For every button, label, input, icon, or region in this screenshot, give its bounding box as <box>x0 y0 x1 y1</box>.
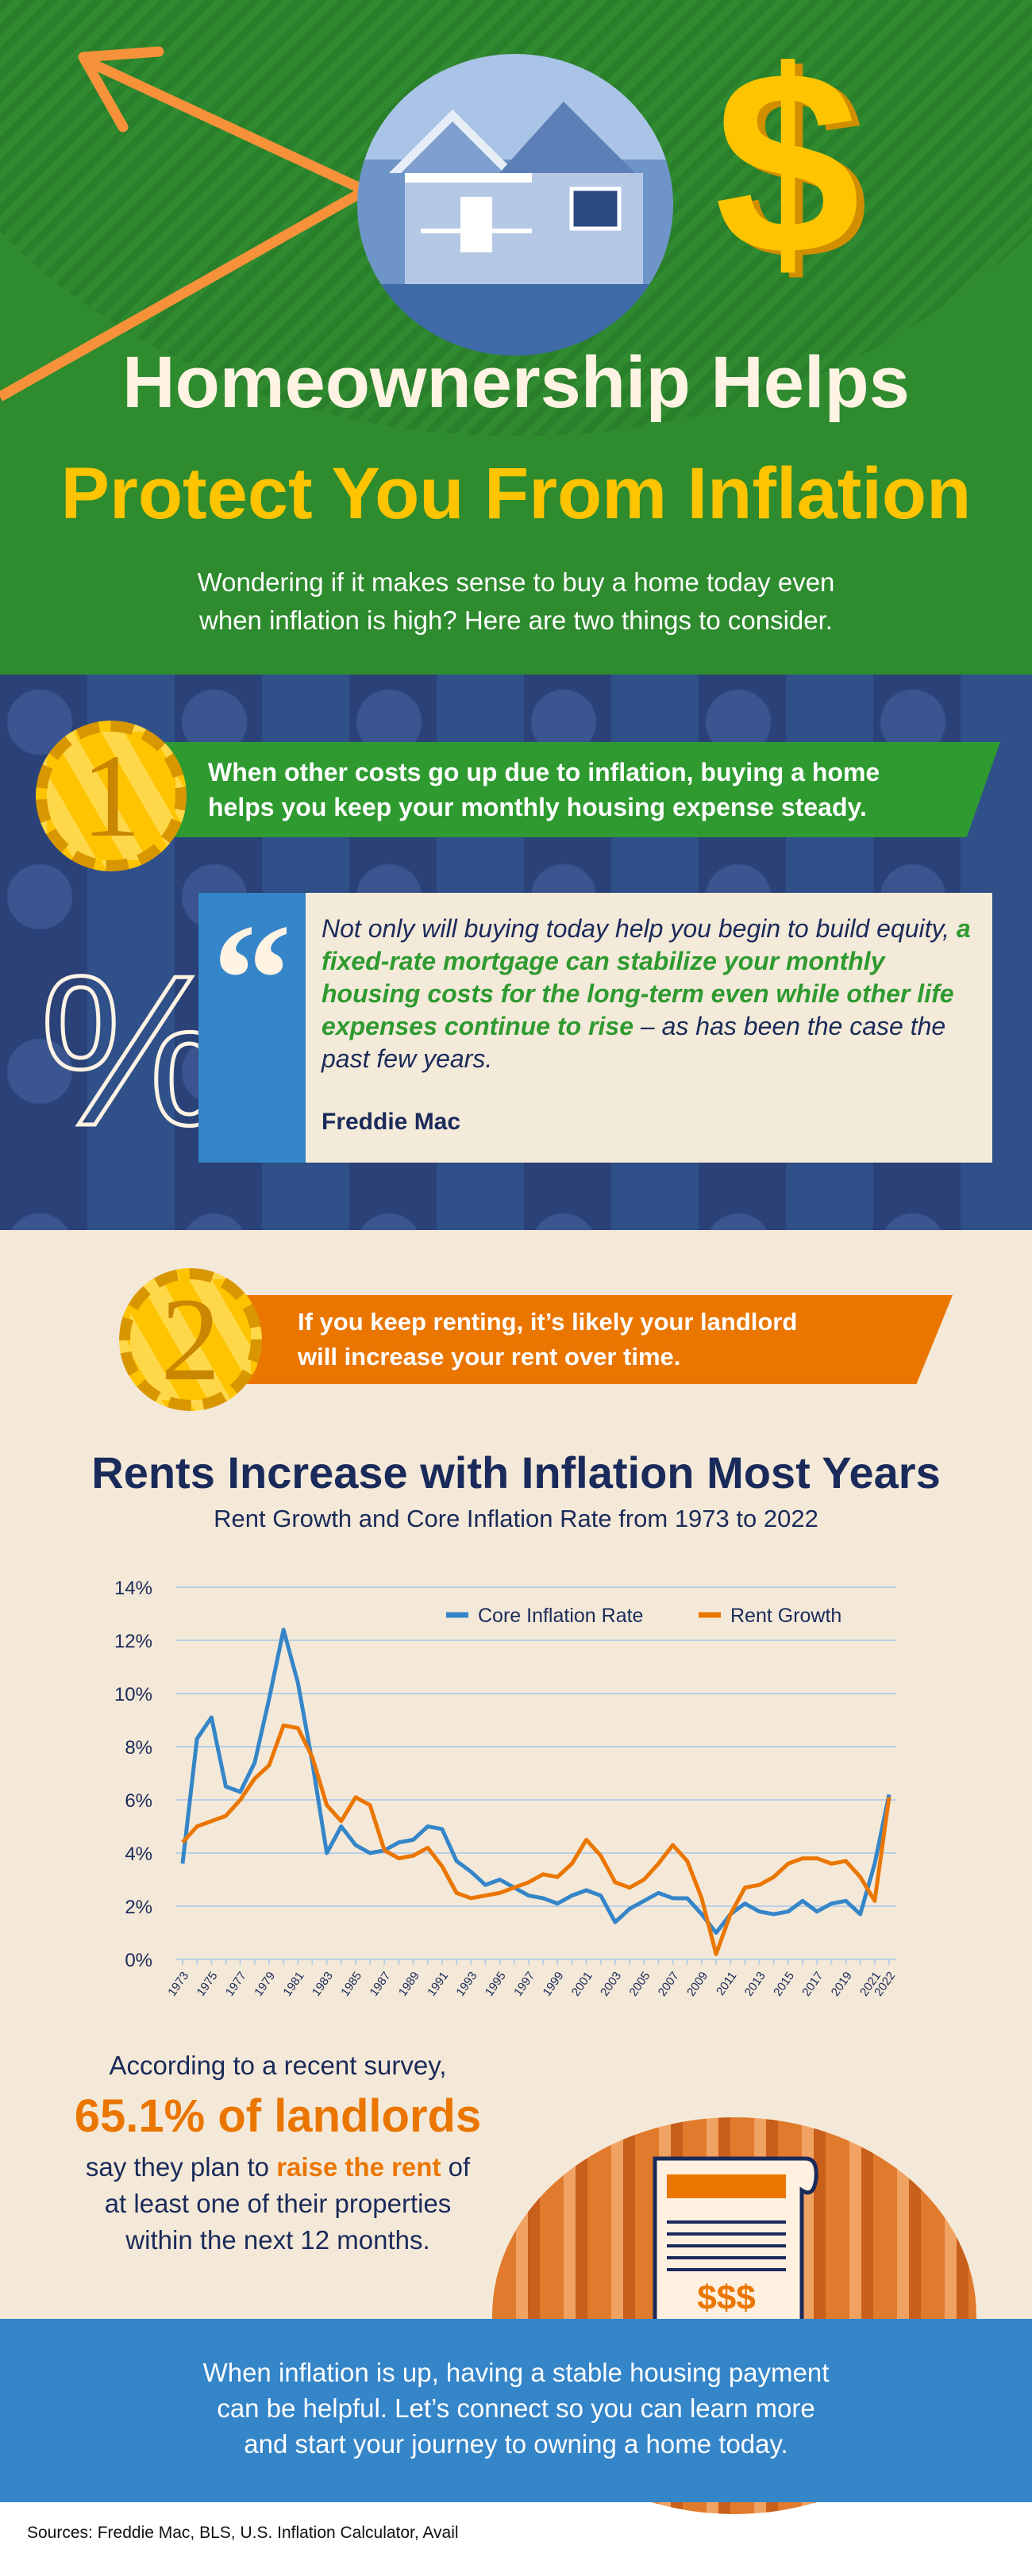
x-tick-label: 2013 <box>742 1970 768 1999</box>
survey-text-plain: of <box>441 2152 471 2182</box>
page-title-line2: Protect You From Inflation <box>60 453 972 534</box>
x-tick-label: 1999 <box>540 1970 566 1999</box>
quote-text-highlight: a fixed-rate mortgage can stabilize your… <box>322 914 971 1040</box>
y-tick-label: 10% <box>114 1684 152 1705</box>
x-tick-label: 1993 <box>453 1970 479 1999</box>
subtitle-line: when inflation is high? Here are two thi… <box>199 606 833 635</box>
quote-mark-icon: “ <box>212 892 292 1067</box>
cta-line: and start your journey to owning a home … <box>244 2429 788 2459</box>
point1-banner: When other costs go up due to inflation,… <box>159 742 1000 837</box>
chart-title: Rents Increase with Inflation Most Years <box>91 1448 941 1498</box>
number-1-coin-icon: 1 <box>36 721 187 871</box>
y-tick-label: 0% <box>125 1950 152 1971</box>
house-icon <box>357 102 673 356</box>
quote-strip: “ <box>198 893 306 1163</box>
cta-banner: When inflation is up, having a stable ho… <box>0 2319 1032 2502</box>
x-tick-label: 2009 <box>684 1970 710 1999</box>
x-tick-label: 1997 <box>511 1970 537 1999</box>
point1-text: When other costs go up due to inflation,… <box>208 758 880 786</box>
x-tick-label: 2011 <box>714 1970 739 1998</box>
hero-section: $ Homeownership Helps Protect You From I… <box>0 0 1032 675</box>
x-tick-label: 1983 <box>310 1970 336 1999</box>
x-tick-label: 1981 <box>281 1970 307 1999</box>
x-tick-label: 2015 <box>771 1970 797 1999</box>
series-line-rent-growth <box>181 1723 891 1956</box>
x-tick-label: 1989 <box>396 1970 422 1999</box>
quote-text: Not only will buying today help you begi… <box>322 913 972 1075</box>
point2-banner: If you keep renting, it’s likely your la… <box>230 1295 953 1384</box>
series-line-core-inflation-rate <box>180 1628 891 1935</box>
x-tick-label: 1973 <box>165 1970 191 1999</box>
x-tick-label: 2003 <box>598 1970 624 1999</box>
x-tick-label: 2019 <box>829 1970 855 1999</box>
survey-text-plain: say they plan to <box>85 2152 277 2182</box>
page-title-line1: Homeownership Helps <box>122 342 910 423</box>
legend-label: Rent Growth <box>730 1605 841 1627</box>
survey-line: According to a recent survey, <box>109 2051 447 2080</box>
x-tick-label: 1977 <box>223 1970 249 1999</box>
quote-attribution: Freddie Mac <box>322 1109 461 1135</box>
line-chart: 0%2%4%6%8%10%12%14%1973 1975 1977 1979 1981 1… <box>114 1578 898 1999</box>
survey-stat: 65.1% of landlords <box>74 2090 482 2142</box>
x-tick-label: 1995 <box>483 1970 509 1999</box>
quote-box: “ Not only will buying today help you be… <box>198 893 992 1163</box>
house-photo <box>357 54 673 356</box>
page-subtitle: Wondering if it makes sense to buy a hom… <box>0 563 1032 640</box>
padlock-section: When other costs go up due to inflation,… <box>0 675 1032 1230</box>
quote-text-plain: – as has been the case the past few year… <box>322 1012 946 1073</box>
legend-label: Core Inflation Rate <box>478 1605 643 1627</box>
x-tick-label: 1985 <box>338 1970 364 1999</box>
quote-text-plain: Not only will buying today help you begi… <box>322 914 957 943</box>
y-tick-label: 14% <box>114 1578 152 1599</box>
x-tick-label: 1979 <box>252 1970 278 1999</box>
rent-section: If you keep renting, it’s likely your la… <box>0 1230 1032 2514</box>
lease-dollar-text: $$$ <box>697 2278 755 2317</box>
y-tick-label: 6% <box>125 1790 152 1812</box>
cta-line: When inflation is up, having a stable ho… <box>202 2358 830 2387</box>
x-tick-label: 1991 <box>425 1970 451 1999</box>
point2-text: If you keep renting, it’s likely your la… <box>298 1308 798 1336</box>
point1-text: helps you keep your monthly housing expe… <box>208 793 867 821</box>
x-tick-label: 2001 <box>569 1970 595 1999</box>
sources: Sources: Freddie Mac, BLS, U.S. Inflatio… <box>27 2524 459 2542</box>
survey-highlight: raise the rent <box>276 2152 441 2182</box>
chart-subtitle: Rent Growth and Core Inflation Rate from… <box>214 1505 818 1532</box>
x-tick-label: 2005 <box>626 1970 653 1999</box>
survey-line: within the next 12 months. <box>125 2225 430 2255</box>
cta-line: can be helpful. Let’s connect so you can… <box>217 2393 815 2423</box>
number-2-coin-icon: 2 <box>119 1268 262 1411</box>
cta-text: When inflation is up, having a stable ho… <box>0 2319 1032 2462</box>
point2-text: will increase your rent over time. <box>298 1343 681 1371</box>
y-tick-label: 2% <box>125 1897 152 1918</box>
survey-line: say they plan to raise the rent of <box>32 2149 524 2186</box>
dollar-sign-icon: $ <box>714 16 861 309</box>
x-tick-label: 1987 <box>367 1970 393 1999</box>
y-tick-label: 4% <box>125 1844 152 1865</box>
x-tick-label: 2007 <box>656 1970 682 1999</box>
y-tick-label: 12% <box>114 1631 152 1652</box>
y-tick-label: 8% <box>125 1737 152 1759</box>
subtitle-line: Wondering if it makes sense to buy a hom… <box>197 567 835 597</box>
survey-line: at least one of their properties <box>104 2189 452 2218</box>
x-tick-label: 2017 <box>799 1970 826 1999</box>
survey-text: According to a recent survey, 65.1% of l… <box>32 2047 524 2259</box>
x-tick-label: 1975 <box>194 1970 221 1999</box>
